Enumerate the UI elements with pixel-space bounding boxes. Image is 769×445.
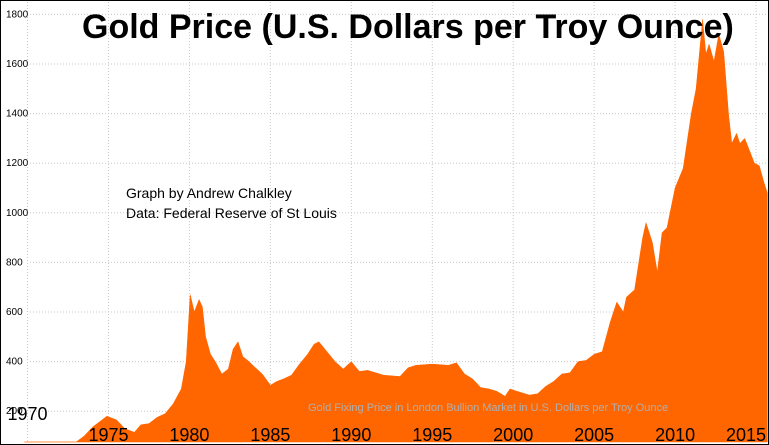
- y-tick-label-1000: 1000: [6, 208, 29, 219]
- x-tick-label-2000: 2000: [493, 425, 533, 445]
- chart-title: Gold Price (U.S. Dollars per Troy Ounce): [82, 8, 734, 46]
- y-tick-label-600: 600: [6, 307, 23, 318]
- x-tick-label-1990: 1990: [331, 425, 371, 445]
- series-description-note: Gold Fixing Price in London Bullion Mark…: [308, 402, 669, 414]
- y-tick-label-1600: 1600: [6, 59, 29, 70]
- credit-line-source: Data: Federal Reserve of St Louis: [126, 205, 337, 221]
- x-tick-label-1985: 1985: [250, 425, 290, 445]
- y-tick-label-200: 200: [6, 406, 23, 417]
- x-tick-label-1980: 1980: [169, 425, 209, 445]
- y-tick-label-1800: 1800: [6, 9, 29, 20]
- x-tick-label-2005: 2005: [574, 425, 614, 445]
- y-axis-ticks: 200 400 600 800 1000 1200 1400 1600 1800: [6, 9, 29, 417]
- credit-line-author: Graph by Andrew Chalkley: [126, 185, 292, 201]
- gold-price-area: [24, 19, 768, 443]
- x-tick-label-1970: 1970: [7, 404, 47, 424]
- y-tick-label-400: 400: [6, 357, 23, 368]
- x-tick-label-1975: 1975: [88, 425, 128, 445]
- x-tick-label-2015: 2015: [726, 425, 766, 445]
- y-tick-label-1400: 1400: [6, 109, 29, 120]
- x-tick-label-2010: 2010: [655, 425, 695, 445]
- x-tick-label-1995: 1995: [412, 425, 452, 445]
- y-tick-label-800: 800: [6, 257, 23, 268]
- y-tick-label-1200: 1200: [6, 158, 29, 169]
- x-axis-ticks: 1970 1975 1980 1985 1990 1995 2000 2005 2010 2015: [7, 404, 766, 445]
